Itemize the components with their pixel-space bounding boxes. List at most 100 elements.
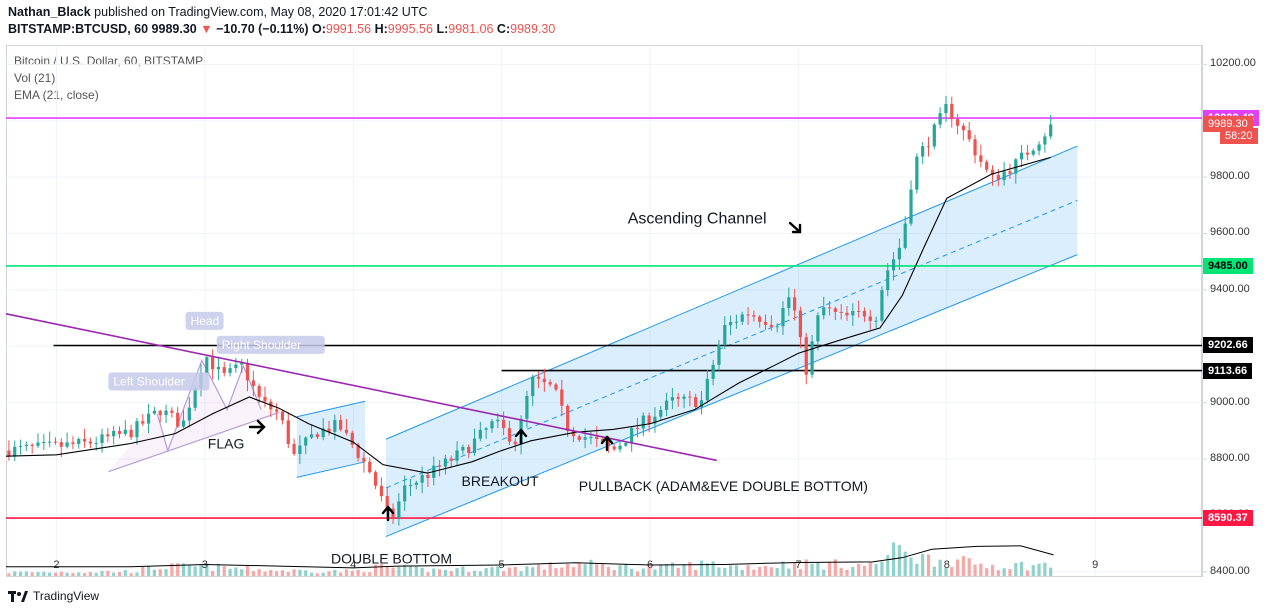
open-label: O: — [312, 22, 326, 36]
candle-body — [420, 474, 424, 483]
volume-bar — [53, 572, 58, 576]
candle-body — [7, 450, 11, 457]
pattern-label-box — [185, 311, 224, 330]
candle-body — [589, 436, 593, 438]
candle-body — [630, 428, 634, 444]
volume-bar — [391, 567, 395, 576]
volume-bar — [1020, 561, 1024, 576]
price-tag-green: 9485.00 — [1203, 257, 1253, 274]
publisher-name[interactable]: Nathan_Black — [8, 5, 91, 19]
y-tick-label: 8400.00 — [1210, 564, 1250, 577]
candle-body — [950, 103, 954, 120]
candle-body — [891, 259, 896, 271]
candle-body — [257, 385, 261, 397]
volume-bar — [112, 572, 116, 576]
annotation-double-bottom: DOUBLE BOTTOM — [331, 550, 452, 566]
volume-bar — [536, 564, 541, 576]
volume-ma-line — [6, 545, 1054, 569]
candle-body — [676, 397, 680, 399]
volume-bar — [414, 566, 418, 576]
candle-body — [944, 103, 948, 114]
x-tick-label: 3 — [202, 559, 208, 571]
volume-bar — [304, 570, 308, 576]
candle-body — [822, 307, 826, 316]
volume-bar — [71, 573, 75, 576]
publish-info: Nathan_Black published on TradingView.co… — [8, 5, 427, 19]
candle-body — [839, 311, 843, 313]
volume-bar — [275, 571, 279, 576]
candle-body — [339, 420, 343, 430]
candle-body — [705, 378, 709, 401]
candle-body — [350, 432, 354, 445]
candle-body — [71, 442, 75, 444]
volume-bar — [257, 569, 261, 576]
candle-body — [787, 297, 791, 309]
candle-body — [13, 446, 17, 457]
candle-body — [48, 441, 52, 443]
volume-bar — [385, 566, 389, 576]
volume-bar — [333, 569, 337, 576]
tradingview-brand-label: TradingView — [33, 589, 100, 603]
candle-body — [827, 307, 832, 309]
candle-body — [129, 429, 133, 438]
volume-bar — [408, 565, 413, 576]
candle-body — [664, 400, 669, 410]
volume-bar — [886, 555, 890, 576]
candle-body — [571, 431, 576, 437]
chart-pane[interactable] — [6, 45, 1202, 577]
volume-bar — [769, 567, 773, 576]
volume-bar — [228, 568, 232, 576]
candle-body — [59, 442, 63, 447]
candle-body — [583, 437, 587, 440]
volume-bar — [932, 566, 936, 576]
candle-body — [804, 337, 808, 375]
candle-body — [600, 438, 605, 442]
volume-bar — [187, 565, 191, 576]
candle-body — [694, 397, 698, 408]
volume-bar — [519, 571, 523, 576]
candle-body — [315, 434, 319, 438]
candle-body — [94, 443, 98, 445]
candle-body — [321, 428, 325, 438]
volume-bar — [833, 559, 837, 576]
double-bottom-arrow-icon — [381, 505, 395, 522]
ema-line — [5, 156, 1051, 474]
volume-bar — [65, 572, 69, 576]
candle-body — [1014, 159, 1018, 174]
candle-body — [117, 430, 122, 434]
volume-bar — [926, 554, 931, 576]
candle-body — [542, 378, 546, 383]
candle-body — [146, 413, 151, 424]
volume-bar — [309, 572, 314, 576]
volume-bar — [670, 562, 674, 576]
volume-bar — [752, 569, 756, 576]
candle-body — [746, 314, 750, 316]
volume-bar — [455, 568, 459, 576]
candle-body — [443, 458, 448, 467]
volume-bar — [123, 570, 127, 576]
candle-body — [467, 446, 471, 453]
volume-bar — [176, 563, 180, 576]
volume-bar — [141, 566, 145, 576]
candle-body — [711, 364, 715, 379]
candle-body — [717, 344, 721, 365]
candle-body — [647, 415, 651, 424]
volume-bar — [1002, 568, 1006, 576]
volume-bar — [874, 564, 878, 576]
candle-body — [251, 380, 255, 386]
tradingview-brand[interactable]: TradingView — [8, 589, 99, 603]
candle-body — [536, 376, 541, 379]
volume-bar — [426, 572, 430, 576]
volume-bar — [950, 567, 954, 576]
candle-body — [682, 396, 686, 399]
candle-body — [851, 310, 855, 316]
candle-body — [1031, 150, 1035, 155]
volume-bar — [618, 565, 622, 576]
volume-bar — [1008, 569, 1012, 576]
volume-bar — [531, 567, 535, 576]
x-tick-label: 8 — [944, 559, 950, 571]
volume-bar — [490, 567, 494, 576]
candle-body — [455, 450, 459, 461]
legend-volume[interactable]: Vol (21) — [14, 71, 56, 85]
